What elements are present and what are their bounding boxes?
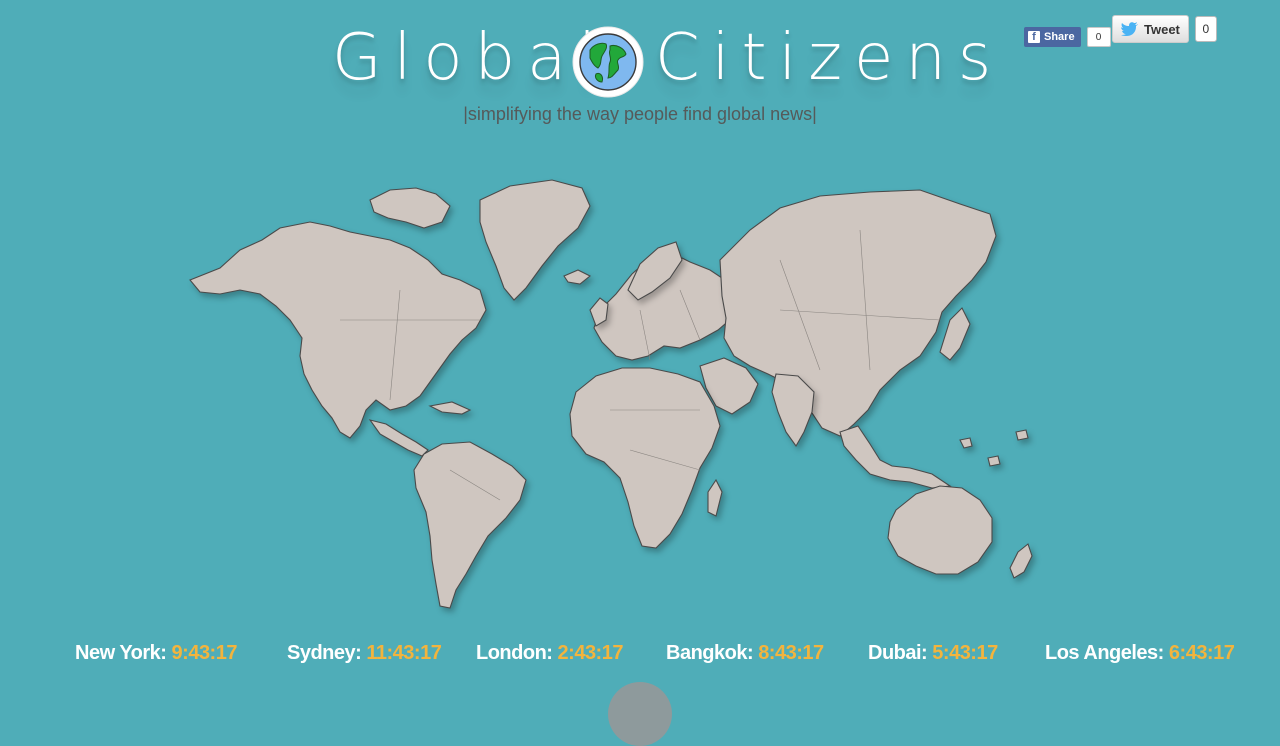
- clock-city: Bangkok:: [666, 642, 754, 664]
- map-new-zealand[interactable]: [1009, 543, 1033, 579]
- facebook-share-button[interactable]: f Share: [1024, 27, 1081, 47]
- map-south-america[interactable]: [413, 441, 527, 609]
- map-iceland[interactable]: [563, 269, 592, 285]
- map-borders: [340, 229, 941, 501]
- facebook-icon: f: [1028, 31, 1040, 43]
- clock-city: Dubai:: [868, 642, 928, 664]
- facebook-share-widget: f Share 0: [1024, 26, 1111, 48]
- map-southeast-asia[interactable]: [839, 425, 952, 489]
- world-map[interactable]: [180, 170, 1100, 620]
- clock-time: 2:43:17: [557, 642, 624, 664]
- map-british-isles[interactable]: [589, 297, 609, 327]
- map-greenland[interactable]: [479, 179, 591, 301]
- map-africa[interactable]: [569, 367, 721, 549]
- facebook-share-label: Share: [1044, 31, 1075, 43]
- scroll-down-button[interactable]: [608, 682, 672, 746]
- map-central-america[interactable]: [368, 419, 429, 457]
- clock-los-angeles: Los Angeles: 6:43:17: [1045, 642, 1235, 665]
- map-north-america[interactable]: [189, 221, 487, 439]
- map-australia[interactable]: [887, 485, 993, 575]
- clock-sydney: Sydney: 11:43:17: [287, 642, 442, 665]
- clock-city: London:: [476, 642, 553, 664]
- clock-city: Los Angeles:: [1045, 642, 1164, 664]
- world-map-svg: [189, 179, 1033, 609]
- twitter-bird-icon: [1121, 22, 1138, 36]
- facebook-share-count: 0: [1086, 27, 1111, 47]
- tweet-count: 0: [1194, 16, 1217, 42]
- tweet-button[interactable]: Tweet: [1112, 15, 1189, 43]
- clock-london: London: 2:43:17: [476, 642, 623, 665]
- clock-new-york: New York: 9:43:17: [75, 642, 237, 665]
- map-pacific-islands[interactable]: [959, 429, 1029, 467]
- clock-city: New York:: [75, 642, 167, 664]
- clock-time: 8:43:17: [758, 642, 824, 664]
- world-clocks: New York: 9:43:17 Sydney: 11:43:17 Londo…: [0, 642, 1280, 672]
- clock-dubai: Dubai: 5:43:17: [868, 642, 998, 665]
- clock-time: 6:43:17: [1168, 642, 1235, 664]
- map-scandinavia[interactable]: [627, 241, 683, 301]
- tweet-label: Tweet: [1144, 21, 1180, 37]
- site-logo[interactable]: Global Citizens: [0, 18, 1280, 110]
- clock-city: Sydney:: [287, 642, 362, 664]
- map-india[interactable]: [771, 373, 815, 448]
- map-madagascar[interactable]: [707, 478, 723, 517]
- map-caribbean[interactable]: [428, 401, 472, 415]
- clock-time: 5:43:17: [932, 642, 998, 664]
- globe-icon: [572, 26, 644, 98]
- twitter-tweet-widget: Tweet 0: [1112, 15, 1217, 43]
- map-japan[interactable]: [939, 307, 971, 361]
- map-arctic-islands[interactable]: [369, 187, 451, 229]
- clock-time: 9:43:17: [171, 642, 238, 664]
- clock-time: 11:43:17: [366, 642, 442, 664]
- map-asia[interactable]: [719, 189, 997, 437]
- clock-bangkok: Bangkok: 8:43:17: [666, 642, 824, 665]
- map-middle-east[interactable]: [699, 357, 759, 415]
- logo-title-right: Citizens: [655, 21, 1004, 95]
- logo-title-left: Global: [332, 21, 609, 95]
- tagline: |simplifying the way people find global …: [463, 104, 817, 124]
